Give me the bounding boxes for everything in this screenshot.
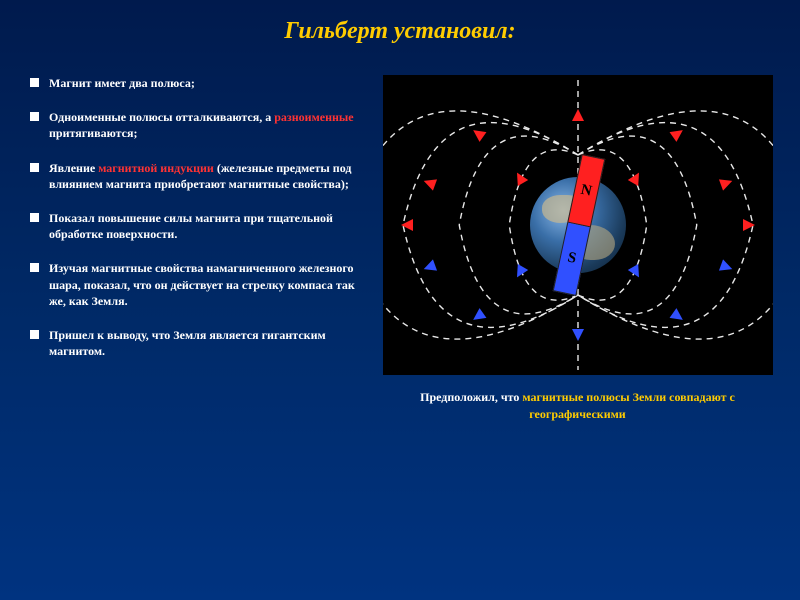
- bullet-text: Одноименные полюсы отталкиваются, а разн…: [49, 109, 365, 141]
- figure-caption: Предположил, что магнитные полюсы Земли …: [398, 389, 758, 423]
- text: Одноименные полюсы отталкиваются, а: [49, 110, 274, 124]
- highlight: разноименные: [274, 110, 353, 124]
- text: Предположил, что: [420, 390, 522, 404]
- bullet-list: Магнит имеет два полюса; Одноименные пол…: [30, 75, 375, 423]
- bullet-icon: [30, 213, 39, 222]
- bullet-text: Явление магнитной индукции (железные пре…: [49, 160, 365, 192]
- bullet-icon: [30, 263, 39, 272]
- bullet-text: Пришел к выводу, что Земля является гига…: [49, 327, 365, 359]
- slide-title: Гильберт установил:: [0, 0, 800, 45]
- highlight: магнитной индукции: [98, 161, 214, 175]
- figure-column: N S Предположил, что магнитные полюсы Зе…: [375, 75, 780, 423]
- bullet-text: Магнит имеет два полюса;: [49, 75, 195, 91]
- text: притягиваются;: [49, 126, 137, 140]
- list-item: Пришел к выводу, что Земля является гига…: [30, 327, 365, 359]
- bullet-text: Изучая магнитные свойства намагниченного…: [49, 260, 365, 309]
- bullet-text: Показал повышение силы магнита при тщате…: [49, 210, 365, 242]
- list-item: Изучая магнитные свойства намагниченного…: [30, 260, 365, 309]
- list-item: Магнит имеет два полюса;: [30, 75, 365, 91]
- magnetic-field-diagram: N S: [383, 75, 773, 375]
- bullet-icon: [30, 330, 39, 339]
- text: Явление: [49, 161, 98, 175]
- list-item: Одноименные полюсы отталкиваются, а разн…: [30, 109, 365, 141]
- list-item: Явление магнитной индукции (железные пре…: [30, 160, 365, 192]
- list-item: Показал повышение силы магнита при тщате…: [30, 210, 365, 242]
- highlight: магнитные полюсы Земли совпадают с геогр…: [522, 390, 734, 421]
- bullet-icon: [30, 112, 39, 121]
- bullet-icon: [30, 163, 39, 172]
- bullet-icon: [30, 78, 39, 87]
- content-row: Магнит имеет два полюса; Одноименные пол…: [0, 45, 800, 423]
